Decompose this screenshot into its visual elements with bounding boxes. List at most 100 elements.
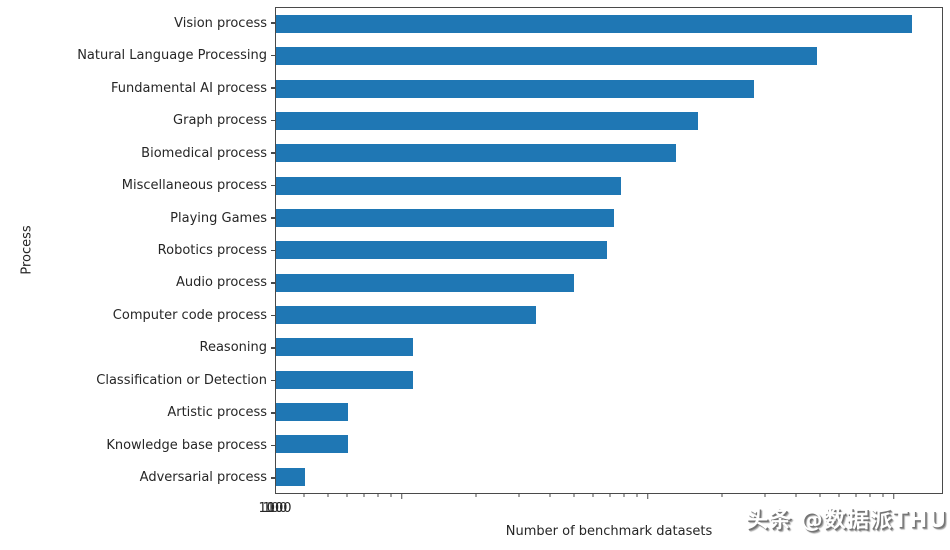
y-tick-label: Reasoning bbox=[199, 340, 267, 356]
x-minor-tick bbox=[721, 494, 723, 497]
y-tick-row: Classification or Detection bbox=[0, 364, 275, 396]
y-tick-label: Biomedical process bbox=[141, 145, 267, 161]
bar-row bbox=[276, 461, 942, 493]
y-tick-mark bbox=[271, 22, 275, 24]
bar-row bbox=[276, 137, 942, 169]
plot-area bbox=[275, 7, 943, 494]
x-minor-tick bbox=[475, 494, 477, 497]
x-minor-tick bbox=[882, 494, 884, 497]
y-tick-row: Computer code process bbox=[0, 299, 275, 331]
bar-row bbox=[276, 40, 942, 72]
y-tick-mark bbox=[271, 314, 275, 317]
x-minor-tick bbox=[346, 494, 348, 497]
y-tick-mark bbox=[271, 379, 275, 382]
bar-fundamental-ai-process bbox=[276, 79, 754, 98]
y-tick-mark bbox=[271, 54, 275, 57]
x-minor-tick bbox=[592, 494, 594, 497]
y-tick-label: Playing Games bbox=[170, 210, 267, 226]
y-tick-label: Vision process bbox=[174, 15, 267, 31]
bar-graph-process bbox=[276, 112, 698, 131]
bar-artistic-process bbox=[276, 403, 349, 422]
x-tick-label: 100 bbox=[262, 501, 288, 516]
bar-reasoning bbox=[276, 338, 413, 357]
x-minor-tick bbox=[855, 494, 857, 497]
x-minor-tick bbox=[764, 494, 766, 497]
bar-knowledge-base-process bbox=[276, 435, 349, 454]
y-tick-mark bbox=[271, 152, 275, 154]
y-tick-mark bbox=[271, 119, 275, 122]
y-tick-label: Natural Language Processing bbox=[77, 48, 267, 64]
y-tick-mark bbox=[271, 412, 275, 414]
x-minor-tick bbox=[327, 494, 329, 497]
bar-adversarial-process bbox=[276, 467, 305, 486]
y-axis-tick-labels: Vision process Natural Language Processin… bbox=[0, 7, 275, 494]
y-tick-row: Playing Games bbox=[0, 202, 275, 234]
y-tick-mark bbox=[271, 249, 275, 252]
x-minor-tick bbox=[623, 494, 625, 497]
y-tick-label: Fundamental AI process bbox=[111, 80, 267, 96]
x-minor-tick bbox=[390, 494, 392, 497]
y-tick-row: Fundamental AI process bbox=[0, 72, 275, 104]
x-minor-tick bbox=[838, 494, 840, 497]
watermark-toutiao: 头条 @数据派THU bbox=[746, 508, 947, 533]
y-tick-row: Robotics process bbox=[0, 234, 275, 266]
bar-row bbox=[276, 170, 942, 202]
y-tick-row: Artistic process bbox=[0, 397, 275, 429]
x-axis-title: Number of benchmark datasets bbox=[505, 524, 713, 539]
y-tick-row: Vision process bbox=[0, 7, 275, 39]
bar-audio-process bbox=[276, 273, 574, 292]
y-tick-label: Classification or Detection bbox=[96, 372, 267, 388]
y-tick-mark bbox=[271, 347, 275, 349]
y-tick-mark bbox=[271, 87, 275, 89]
bar-row bbox=[276, 73, 942, 105]
y-tick-row: Audio process bbox=[0, 267, 275, 299]
bar-miscellaneous-process bbox=[276, 176, 622, 195]
y-tick-mark bbox=[271, 444, 275, 447]
y-tick-label: Computer code process bbox=[112, 307, 267, 323]
y-tick-mark bbox=[271, 477, 275, 479]
x-minor-tick bbox=[819, 494, 821, 497]
bar-classification-or-detection bbox=[276, 370, 413, 389]
bar-biomedical-process bbox=[276, 144, 676, 163]
y-tick-row: Miscellaneous process bbox=[0, 169, 275, 201]
x-minor-tick bbox=[609, 494, 611, 497]
bar-row bbox=[276, 105, 942, 137]
x-major-tick bbox=[893, 494, 895, 499]
x-tick-label: 1000 bbox=[258, 501, 292, 516]
bar-row bbox=[276, 299, 942, 331]
y-tick-label: Miscellaneous process bbox=[121, 178, 267, 194]
bar-row bbox=[276, 267, 942, 299]
y-tick-label: Artistic process bbox=[167, 405, 267, 421]
y-tick-label: Audio process bbox=[175, 275, 267, 291]
y-tick-mark bbox=[271, 217, 275, 219]
x-minor-tick bbox=[795, 494, 797, 497]
bar-row bbox=[276, 428, 942, 460]
bar-playing-games bbox=[276, 209, 615, 228]
y-tick-label: Knowledge base process bbox=[106, 437, 267, 453]
bar-robotics-process bbox=[276, 241, 607, 260]
y-tick-label: Adversarial process bbox=[139, 470, 267, 486]
bar-row bbox=[276, 331, 942, 363]
bar-row bbox=[276, 234, 942, 266]
x-minor-tick bbox=[518, 494, 520, 497]
y-tick-row: Reasoning bbox=[0, 332, 275, 364]
x-minor-tick bbox=[573, 494, 575, 497]
x-minor-tick bbox=[363, 494, 365, 497]
x-major-tick bbox=[401, 494, 403, 499]
y-tick-row: Natural Language Processing bbox=[0, 39, 275, 71]
y-tick-mark bbox=[271, 184, 275, 187]
x-minor-tick bbox=[303, 494, 305, 497]
bar-row bbox=[276, 396, 942, 428]
bar-row bbox=[276, 8, 942, 40]
y-tick-mark bbox=[271, 282, 275, 284]
y-tick-label: Robotics process bbox=[157, 243, 267, 259]
bar-row bbox=[276, 202, 942, 234]
x-major-tick bbox=[647, 494, 649, 499]
x-minor-tick bbox=[377, 494, 379, 497]
bar-row bbox=[276, 364, 942, 396]
bar-computer-code-process bbox=[276, 306, 536, 325]
x-minor-tick bbox=[636, 494, 638, 497]
bar-vision-process bbox=[276, 15, 913, 34]
x-minor-tick bbox=[549, 494, 551, 497]
